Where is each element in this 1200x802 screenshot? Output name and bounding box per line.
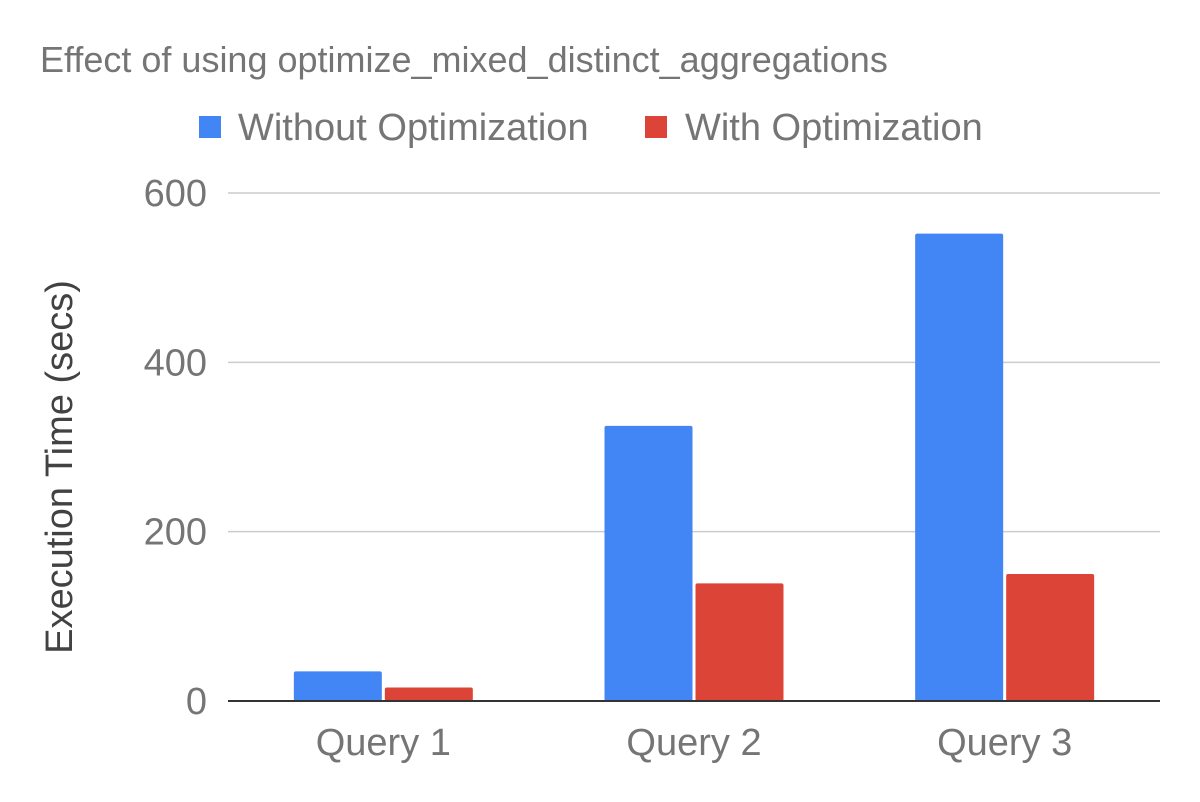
y-tick-label-200: 200 [144,512,207,554]
bar-query-2-without-optimization[interactable] [604,425,693,701]
chart-title: Effect of using optimize_mixed_distinct_… [40,39,888,80]
y-tick-label-0: 0 [186,681,207,723]
legend: Without Optimization With Optimization [199,107,983,149]
x-tick-label-query-1: Query 1 [316,722,451,764]
legend-label-with-optimization: With Optimization [685,107,983,149]
y-tick-label-400: 400 [144,342,207,384]
legend-label-without-optimization: Without Optimization [238,107,589,149]
bar-query-1-with-optimization[interactable] [384,687,473,701]
y-tick-label-600: 600 [144,173,207,215]
legend-item-with-optimization[interactable]: With Optimization [645,107,983,149]
legend-swatch-with-optimization [645,116,667,138]
legend-item-without-optimization[interactable]: Without Optimization [199,107,589,149]
bar-query-3-with-optimization[interactable] [1006,574,1095,701]
y-axis-ticks: 0 200 400 600 [144,173,207,723]
x-tick-label-query-3: Query 3 [937,722,1072,764]
legend-swatch-without-optimization [199,116,221,138]
y-axis-label: Execution Time (secs) [39,280,81,654]
x-axis-ticks: Query 1 Query 2 Query 3 [316,722,1073,764]
bars [293,233,1095,701]
bar-query-1-without-optimization[interactable] [293,671,382,701]
x-tick-label-query-2: Query 2 [626,722,761,764]
bar-query-3-without-optimization[interactable] [915,233,1004,701]
gridlines [228,192,1160,533]
bar-query-2-with-optimization[interactable] [695,583,784,701]
